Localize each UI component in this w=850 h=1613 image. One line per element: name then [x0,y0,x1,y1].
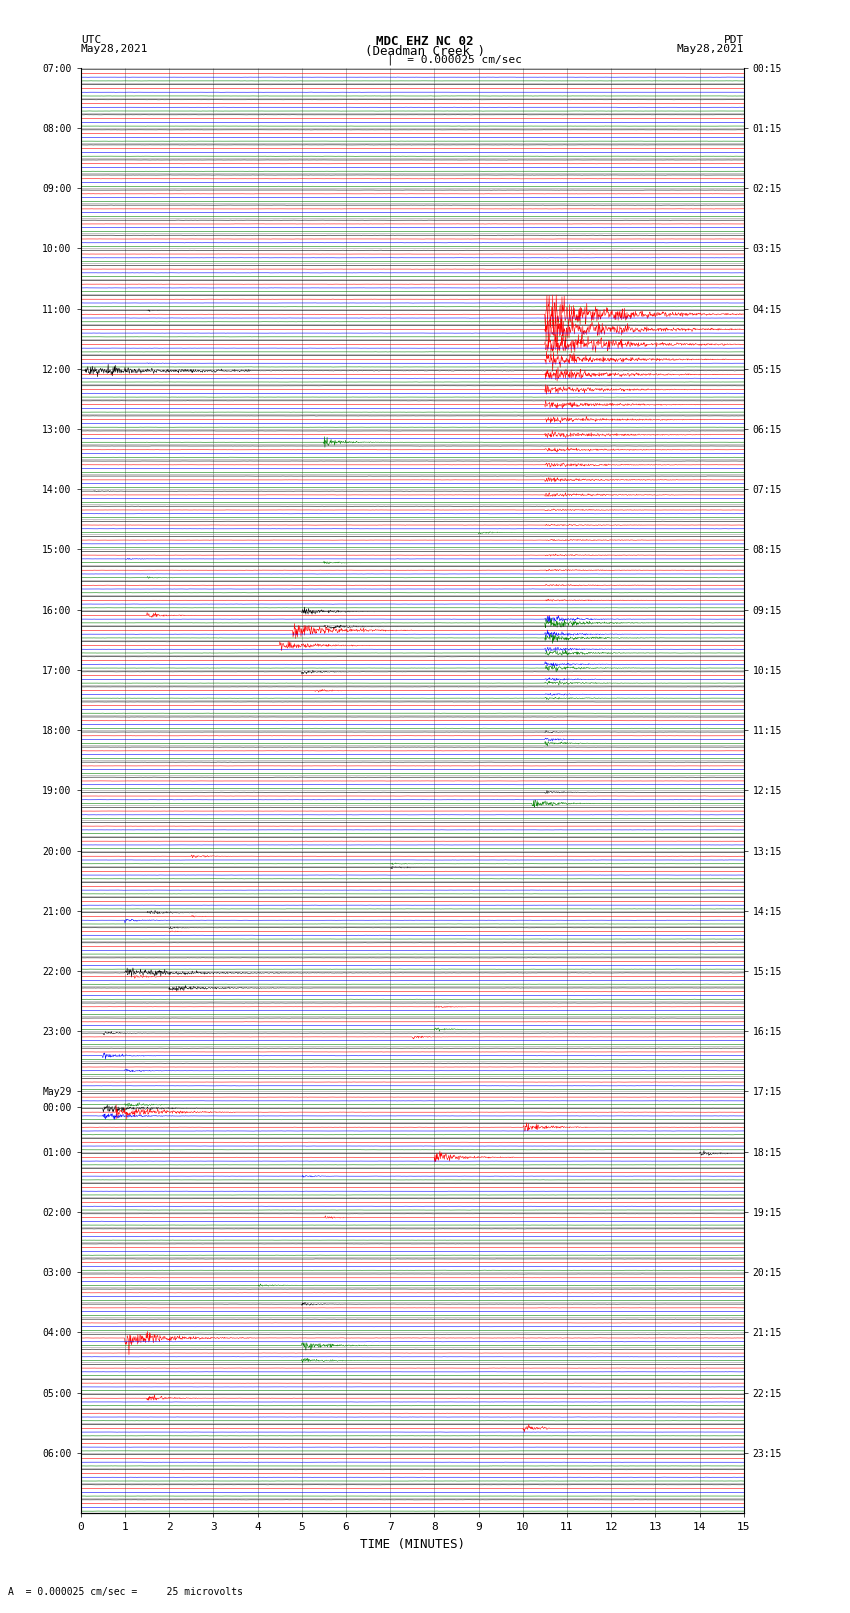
X-axis label: TIME (MINUTES): TIME (MINUTES) [360,1537,465,1550]
Text: (Deadman Creek ): (Deadman Creek ) [365,45,485,58]
Text: |  = 0.000025 cm/sec: | = 0.000025 cm/sec [387,55,522,66]
Text: UTC: UTC [81,35,101,45]
Text: May28,2021: May28,2021 [677,44,744,53]
Text: PDT: PDT [723,35,744,45]
Text: MDC EHZ NC 02: MDC EHZ NC 02 [377,35,473,48]
Text: A  = 0.000025 cm/sec =     25 microvolts: A = 0.000025 cm/sec = 25 microvolts [8,1587,243,1597]
Text: May28,2021: May28,2021 [81,44,148,53]
